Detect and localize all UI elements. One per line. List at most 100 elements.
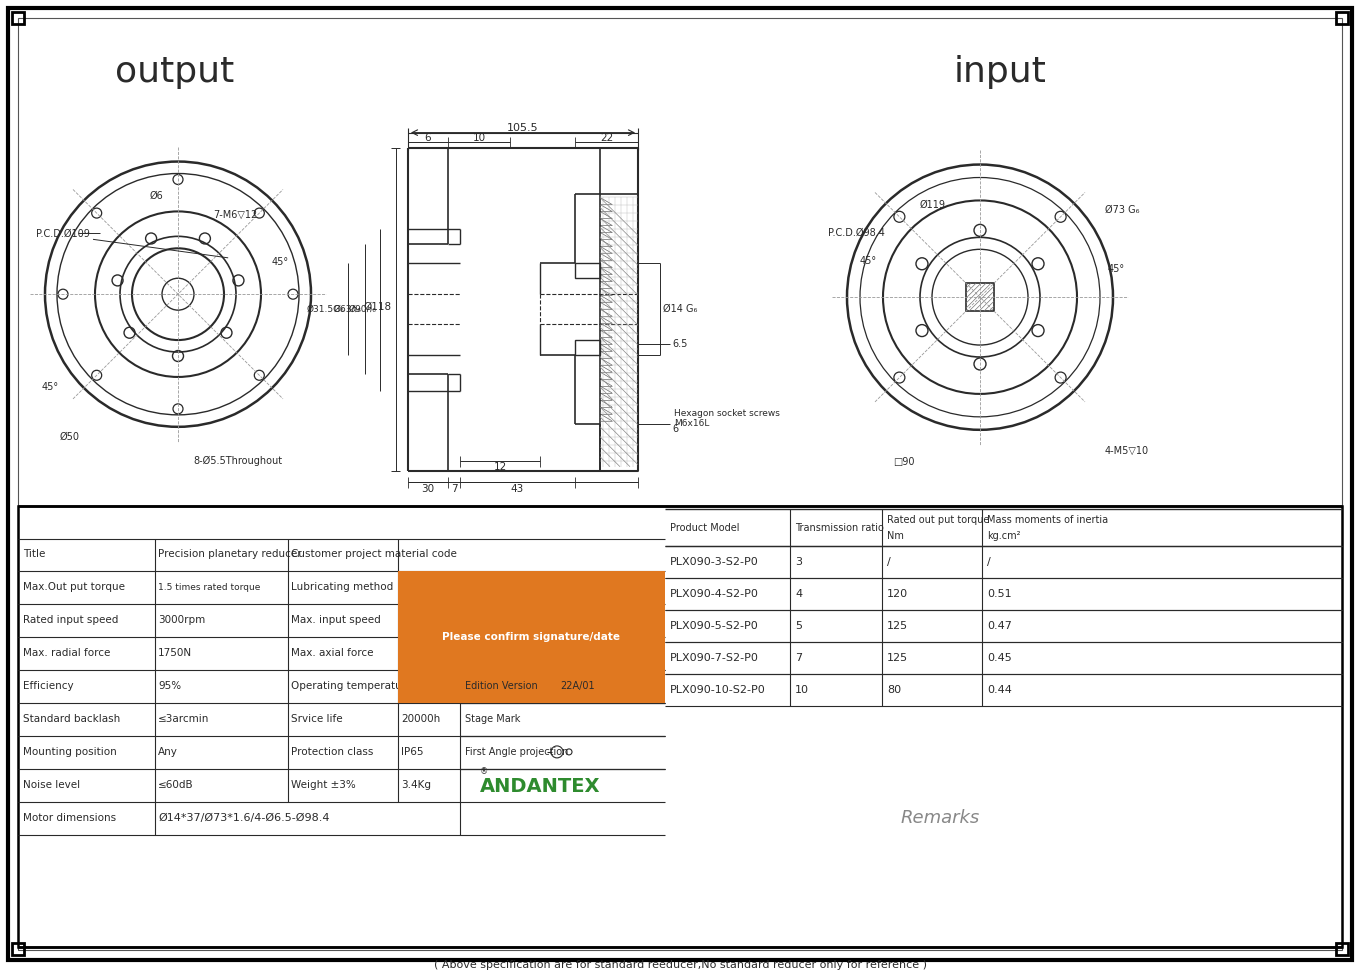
Text: 3: 3 xyxy=(796,557,802,567)
Text: Ø14*37/Ø73*1.6/4-Ø6.5-Ø98.4: Ø14*37/Ø73*1.6/4-Ø6.5-Ø98.4 xyxy=(158,813,329,822)
Text: Efficiency: Efficiency xyxy=(23,681,73,691)
Text: 4-M5▽10: 4-M5▽10 xyxy=(1104,446,1149,455)
Text: -10°C~ +90: -10°C~ +90 xyxy=(401,681,464,691)
Text: Rated out put torque: Rated out put torque xyxy=(887,515,989,524)
Text: Product Model: Product Model xyxy=(670,522,740,532)
Text: Ø63ℎ₆: Ø63ℎ₆ xyxy=(333,305,360,314)
Text: Customer project material code: Customer project material code xyxy=(291,550,457,559)
Text: Mounting position: Mounting position xyxy=(23,747,117,757)
Text: PLX090-5-S2-P0: PLX090-5-S2-P0 xyxy=(670,621,759,631)
Bar xyxy=(12,12,24,24)
Text: P.C.D.Ø98.4: P.C.D.Ø98.4 xyxy=(828,227,885,237)
Text: PLX090-10-S2-P0: PLX090-10-S2-P0 xyxy=(670,686,766,695)
Bar xyxy=(575,340,600,355)
Text: Weight ±3%: Weight ±3% xyxy=(291,780,356,789)
Text: PLX090-4-S2-P0: PLX090-4-S2-P0 xyxy=(670,589,759,599)
Text: Ø90ℎ₆: Ø90ℎ₆ xyxy=(348,305,375,314)
Text: 0.47: 0.47 xyxy=(987,621,1012,631)
Text: 43: 43 xyxy=(510,484,524,493)
Text: 45°: 45° xyxy=(42,382,58,392)
Text: First Angle projection: First Angle projection xyxy=(465,747,568,757)
Text: 95%: 95% xyxy=(158,681,181,691)
Text: Precision planetary reducer: Precision planetary reducer xyxy=(158,550,302,559)
Text: 0.51: 0.51 xyxy=(987,589,1012,599)
Text: Title: Title xyxy=(23,550,45,559)
Text: Stage Mark: Stage Mark xyxy=(465,714,521,724)
Text: IP65: IP65 xyxy=(401,747,423,757)
Text: Ø119: Ø119 xyxy=(919,199,947,210)
Text: Any: Any xyxy=(158,747,178,757)
Text: 3.4Kg: 3.4Kg xyxy=(401,780,431,789)
Text: Ø118: Ø118 xyxy=(364,302,392,312)
Text: 4: 4 xyxy=(796,589,802,599)
Text: ≤60dB: ≤60dB xyxy=(158,780,193,789)
Text: ®: ® xyxy=(480,767,488,777)
Text: 875N: 875N xyxy=(401,649,428,658)
Text: 12: 12 xyxy=(494,461,507,472)
Text: Protection class: Protection class xyxy=(291,747,374,757)
Text: 1.5 times rated torque: 1.5 times rated torque xyxy=(158,583,260,592)
Text: Synthetic grease: Synthetic grease xyxy=(401,583,490,592)
Text: 6: 6 xyxy=(424,133,431,143)
Text: 5: 5 xyxy=(796,621,802,631)
Text: 6000rpm: 6000rpm xyxy=(401,616,449,625)
Text: /: / xyxy=(887,557,891,567)
Text: Nm: Nm xyxy=(887,530,904,541)
Text: 8-Ø5.5Throughout: 8-Ø5.5Throughout xyxy=(193,455,282,466)
Text: ≤3arcmin: ≤3arcmin xyxy=(158,714,209,724)
Text: 20000h: 20000h xyxy=(401,714,441,724)
Text: Operating temperature: Operating temperature xyxy=(291,681,412,691)
Text: Remarks: Remarks xyxy=(900,809,979,826)
Text: 6.5: 6.5 xyxy=(672,339,687,349)
Text: Max. input speed: Max. input speed xyxy=(291,616,381,625)
Text: Hexagon socket screws: Hexagon socket screws xyxy=(675,410,779,419)
Text: 7-M6▽12: 7-M6▽12 xyxy=(214,210,257,219)
Text: 125: 125 xyxy=(887,653,908,663)
Text: 3000rpm: 3000rpm xyxy=(158,616,205,625)
Text: Noise level: Noise level xyxy=(23,780,80,789)
Text: 22: 22 xyxy=(600,133,613,143)
Text: 45°: 45° xyxy=(860,256,877,266)
Text: ANDANTEX: ANDANTEX xyxy=(480,778,601,796)
Text: 1750N: 1750N xyxy=(158,649,192,658)
Text: 125: 125 xyxy=(887,621,908,631)
Text: 30: 30 xyxy=(422,484,435,493)
Text: PLX090-7-S2-P0: PLX090-7-S2-P0 xyxy=(670,653,759,663)
Text: 0.45: 0.45 xyxy=(987,653,1012,663)
Text: kg.cm²: kg.cm² xyxy=(987,530,1020,541)
Text: □90: □90 xyxy=(894,456,914,467)
Text: Ø50: Ø50 xyxy=(60,432,80,442)
Text: /: / xyxy=(987,557,990,567)
Text: Ø14 G₆: Ø14 G₆ xyxy=(664,304,698,315)
Text: Ø6: Ø6 xyxy=(150,190,163,200)
Text: Max.Out put torque: Max.Out put torque xyxy=(23,583,125,592)
Bar xyxy=(398,571,665,703)
Text: Transmission ratio: Transmission ratio xyxy=(796,522,884,532)
Text: 10: 10 xyxy=(796,686,809,695)
Bar xyxy=(600,194,638,471)
Text: 120: 120 xyxy=(887,589,908,599)
Text: 0.44: 0.44 xyxy=(987,686,1012,695)
Text: Edition Version: Edition Version xyxy=(465,681,537,691)
Text: 80: 80 xyxy=(887,686,902,695)
Bar xyxy=(1336,944,1348,955)
Text: PLX090-3-S2-P0: PLX090-3-S2-P0 xyxy=(670,557,759,567)
Text: Lubricating method: Lubricating method xyxy=(291,583,393,592)
Text: 22A/01: 22A/01 xyxy=(560,681,594,691)
Text: Max. axial force: Max. axial force xyxy=(291,649,374,658)
Text: Max. radial force: Max. radial force xyxy=(23,649,110,658)
Text: Please confirm signature/date: Please confirm signature/date xyxy=(442,632,620,642)
Text: 10: 10 xyxy=(472,133,486,143)
Bar xyxy=(12,944,24,955)
Text: 45°: 45° xyxy=(272,257,290,267)
Text: Rated input speed: Rated input speed xyxy=(23,616,118,625)
Text: Ø73 G₆: Ø73 G₆ xyxy=(1104,205,1140,215)
Bar xyxy=(575,263,600,279)
Text: M6x16L: M6x16L xyxy=(675,419,710,428)
Text: output: output xyxy=(116,54,235,88)
Text: input: input xyxy=(953,54,1046,88)
Text: 6: 6 xyxy=(672,423,679,434)
Text: 45°: 45° xyxy=(1108,264,1125,274)
Text: 105.5: 105.5 xyxy=(507,122,539,133)
Text: 7: 7 xyxy=(796,653,802,663)
